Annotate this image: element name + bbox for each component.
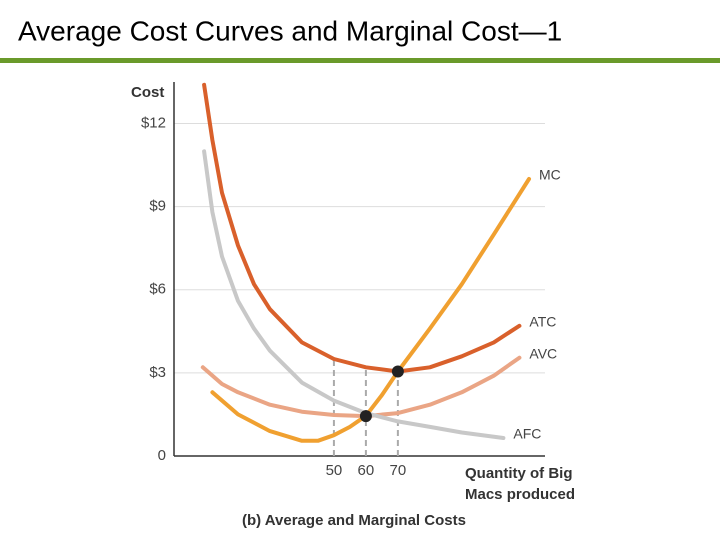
y-axis-title: Cost <box>131 84 164 101</box>
series-label: ATC <box>529 313 556 329</box>
title-rule <box>0 58 720 63</box>
x-axis-title: Macs produced <box>465 486 575 503</box>
x-axis-title: Quantity of Big <box>465 465 573 482</box>
y-tick-label: $6 <box>149 281 166 298</box>
caption: (b) Average and Marginal Costs <box>242 512 466 529</box>
series-label: AFC <box>513 426 541 442</box>
series-label: AVC <box>529 345 557 361</box>
y-tick-label: $9 <box>149 198 166 215</box>
y-tick-label: $3 <box>149 364 166 381</box>
curve <box>202 82 522 374</box>
curve <box>200 355 522 419</box>
series-label: MC <box>539 167 561 183</box>
x-tick-label: 60 <box>358 462 375 479</box>
x-tick-label: 50 <box>326 462 343 479</box>
curve <box>210 177 531 443</box>
point <box>391 365 404 378</box>
point <box>359 410 372 423</box>
x-tick-label: 70 <box>390 462 407 479</box>
slide-title: Average Cost Curves and Marginal Cost—1 <box>18 15 562 46</box>
y-tick-label: 0 <box>158 447 166 464</box>
y-tick-label: $12 <box>141 115 166 132</box>
curve <box>202 149 506 440</box>
